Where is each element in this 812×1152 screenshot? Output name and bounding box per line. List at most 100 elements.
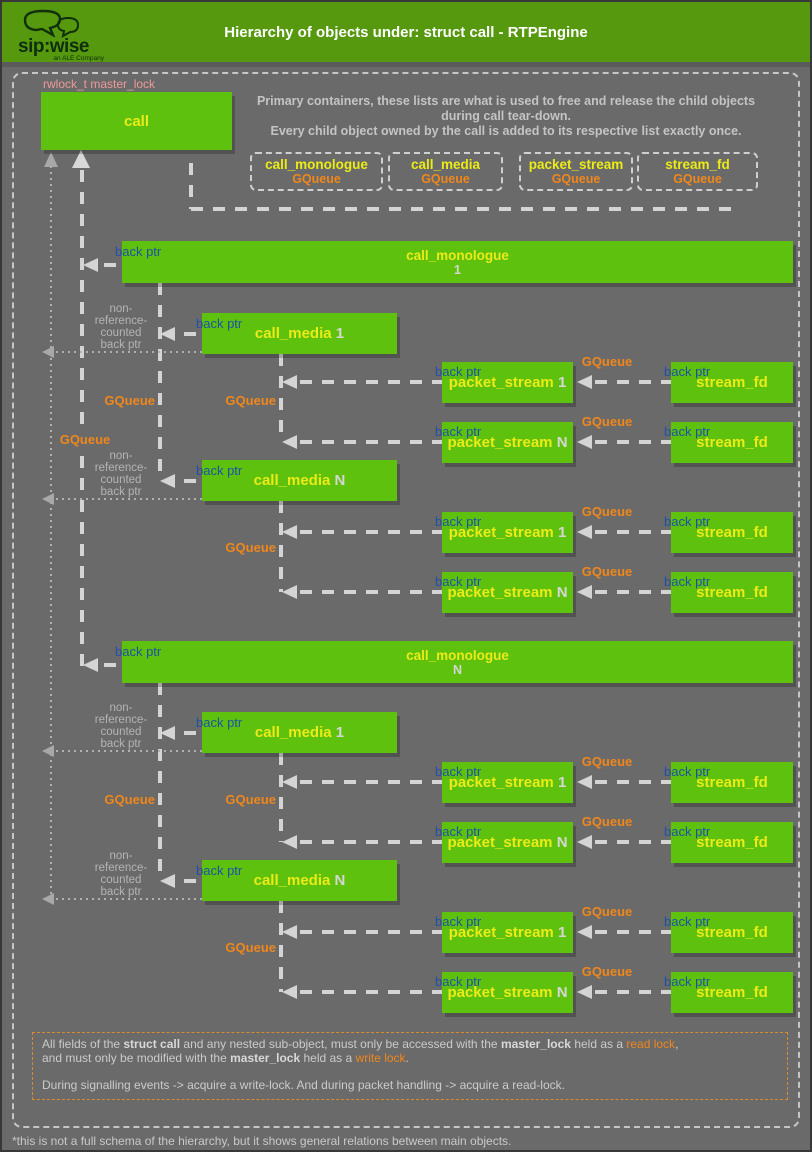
- queue-header-box-stream_fd: stream_fd GQueue: [637, 152, 758, 191]
- queue-header-box-call_media: call_media GQueue: [388, 152, 503, 191]
- back-ptr-label: back ptr: [115, 244, 162, 259]
- arrow-left-icon: [282, 775, 297, 789]
- arrow-up-icon: [72, 150, 90, 168]
- note-lock-text: write lock: [355, 1050, 406, 1065]
- diagram-border: [12, 72, 800, 1128]
- non-ref-line: back ptr: [100, 886, 142, 898]
- intro-line-3: Every child object owned by the call is …: [270, 124, 742, 138]
- note-line: [42, 1065, 778, 1079]
- packet-stream-box: packet_stream 1: [442, 762, 573, 803]
- non-ref-line: non-: [109, 702, 133, 714]
- header-title: Hierarchy of objects under: struct call …: [224, 24, 588, 41]
- gqueue-label: GQueue: [580, 414, 634, 429]
- queue-header-sub: GQueue: [551, 172, 601, 186]
- speech-bubble-icon: [23, 9, 62, 38]
- note-bold-text: master_lock: [500, 1037, 571, 1051]
- queue-header-sub: GQueue: [421, 172, 470, 186]
- dashed-connector: [184, 731, 196, 735]
- packet-stream-index: N: [556, 984, 568, 1001]
- back-ptr-label: back ptr: [435, 424, 482, 439]
- packet-stream-index: N: [556, 434, 568, 451]
- dashed-connector: [300, 990, 442, 994]
- note-box: All fields of the struct call and any ne…: [32, 1032, 788, 1100]
- note-line: All fields of the struct call and any ne…: [42, 1037, 778, 1052]
- arrow-left-icon: [160, 874, 175, 888]
- packet-stream-title: packet_stream 1: [448, 374, 567, 391]
- sipwise-logo: sip:wise an ALE Company: [14, 6, 106, 67]
- non-ref-line: counted: [100, 874, 142, 886]
- non-ref-line: reference-: [94, 714, 148, 726]
- back-ptr-label: back ptr: [664, 574, 711, 589]
- back-ptr-label: back ptr: [196, 863, 243, 878]
- gqueue-label: GQueue: [580, 904, 634, 919]
- gqueue-label: GQueue: [224, 792, 277, 807]
- dashed-connector: [184, 879, 196, 883]
- stream-fd-title: stream_fd: [696, 524, 768, 541]
- arrow-left-icon: [577, 375, 592, 389]
- dashed-connector: [104, 263, 116, 267]
- note-line: During signalling events -> acquire a wr…: [42, 1077, 778, 1093]
- arrow-left-icon: [160, 327, 175, 341]
- note-text: ,: [675, 1037, 679, 1051]
- back-ptr-label: back ptr: [196, 463, 243, 478]
- back-ptr-label: back ptr: [664, 514, 711, 529]
- media-title: call_media 1: [254, 325, 345, 342]
- call-monologue-bar: call_monologue N: [122, 641, 793, 683]
- stream-fd-box: stream_fd: [671, 822, 793, 863]
- note-text: .: [405, 1050, 409, 1065]
- non-ref-line: reference-: [94, 862, 148, 874]
- gqueue-label: GQueue: [103, 792, 156, 807]
- dashed-connector: [279, 354, 283, 442]
- back-ptr-label: back ptr: [435, 824, 482, 839]
- back-ptr-label: back ptr: [196, 316, 243, 331]
- dashed-connector: [189, 163, 193, 209]
- arrow-left-icon: [83, 658, 98, 672]
- stream-fd-box: stream_fd: [671, 512, 793, 553]
- stream-fd-box: stream_fd: [671, 972, 793, 1013]
- non-ref-line: non-: [109, 303, 133, 315]
- packet-stream-index: 1: [557, 774, 567, 791]
- dashed-connector: [300, 380, 442, 384]
- stream-fd-title: stream_fd: [696, 774, 768, 791]
- media-title: call_media N: [253, 872, 346, 889]
- packet-stream-index: N: [556, 584, 568, 601]
- arrow-left-icon: [577, 835, 592, 849]
- stream-fd-title: stream_fd: [696, 584, 768, 601]
- gqueue-label: GQueue: [224, 540, 277, 555]
- dotted-connector: [50, 750, 202, 752]
- non-ref-line: reference-: [94, 315, 148, 327]
- note-text: During signalling events -> acquire a wr…: [42, 1077, 565, 1092]
- dashed-connector: [595, 530, 671, 534]
- dashed-connector: [595, 590, 671, 594]
- media-index: 1: [335, 325, 345, 342]
- media-index: N: [334, 472, 346, 489]
- dashed-connector: [595, 990, 671, 994]
- gqueue-label: GQueue: [58, 432, 112, 447]
- note-text: and must only be modified with the: [42, 1050, 231, 1065]
- media-title: call_media 1: [254, 724, 345, 741]
- arrow-left-icon: [160, 474, 175, 488]
- queue-header-title: stream_fd: [665, 157, 730, 172]
- dashed-connector: [279, 753, 283, 842]
- logo-wordmark: sip:wise: [18, 36, 89, 57]
- stream-fd-box: stream_fd: [671, 572, 793, 613]
- gqueue-label: GQueue: [103, 393, 156, 408]
- intro-text: Primary containers, these lists are what…: [252, 94, 760, 139]
- non-ref-line: back ptr: [100, 486, 142, 498]
- queue-header-box-packet_stream: packet_stream GQueue: [519, 152, 633, 191]
- gqueue-label: GQueue: [224, 393, 277, 408]
- gqueue-label: GQueue: [580, 754, 634, 769]
- arrow-left-icon: [577, 525, 592, 539]
- gqueue-label: GQueue: [580, 964, 634, 979]
- non-ref-back-ptr-label: non-reference-counted back ptr: [73, 702, 169, 750]
- queue-header-box-call_monologue: call_monologue GQueue: [250, 152, 383, 191]
- gqueue-label: GQueue: [580, 354, 634, 369]
- queue-header-title: packet_stream: [528, 157, 624, 172]
- arrow-left-icon: [577, 775, 592, 789]
- monologue-title: call_monologue: [406, 647, 509, 663]
- back-ptr-label: back ptr: [435, 364, 482, 379]
- back-ptr-label: back ptr: [435, 514, 482, 529]
- non-ref-line: counted: [100, 726, 142, 738]
- packet-stream-title: packet_stream 1: [448, 924, 567, 941]
- call-monologue-bar: call_monologue 1: [122, 241, 793, 283]
